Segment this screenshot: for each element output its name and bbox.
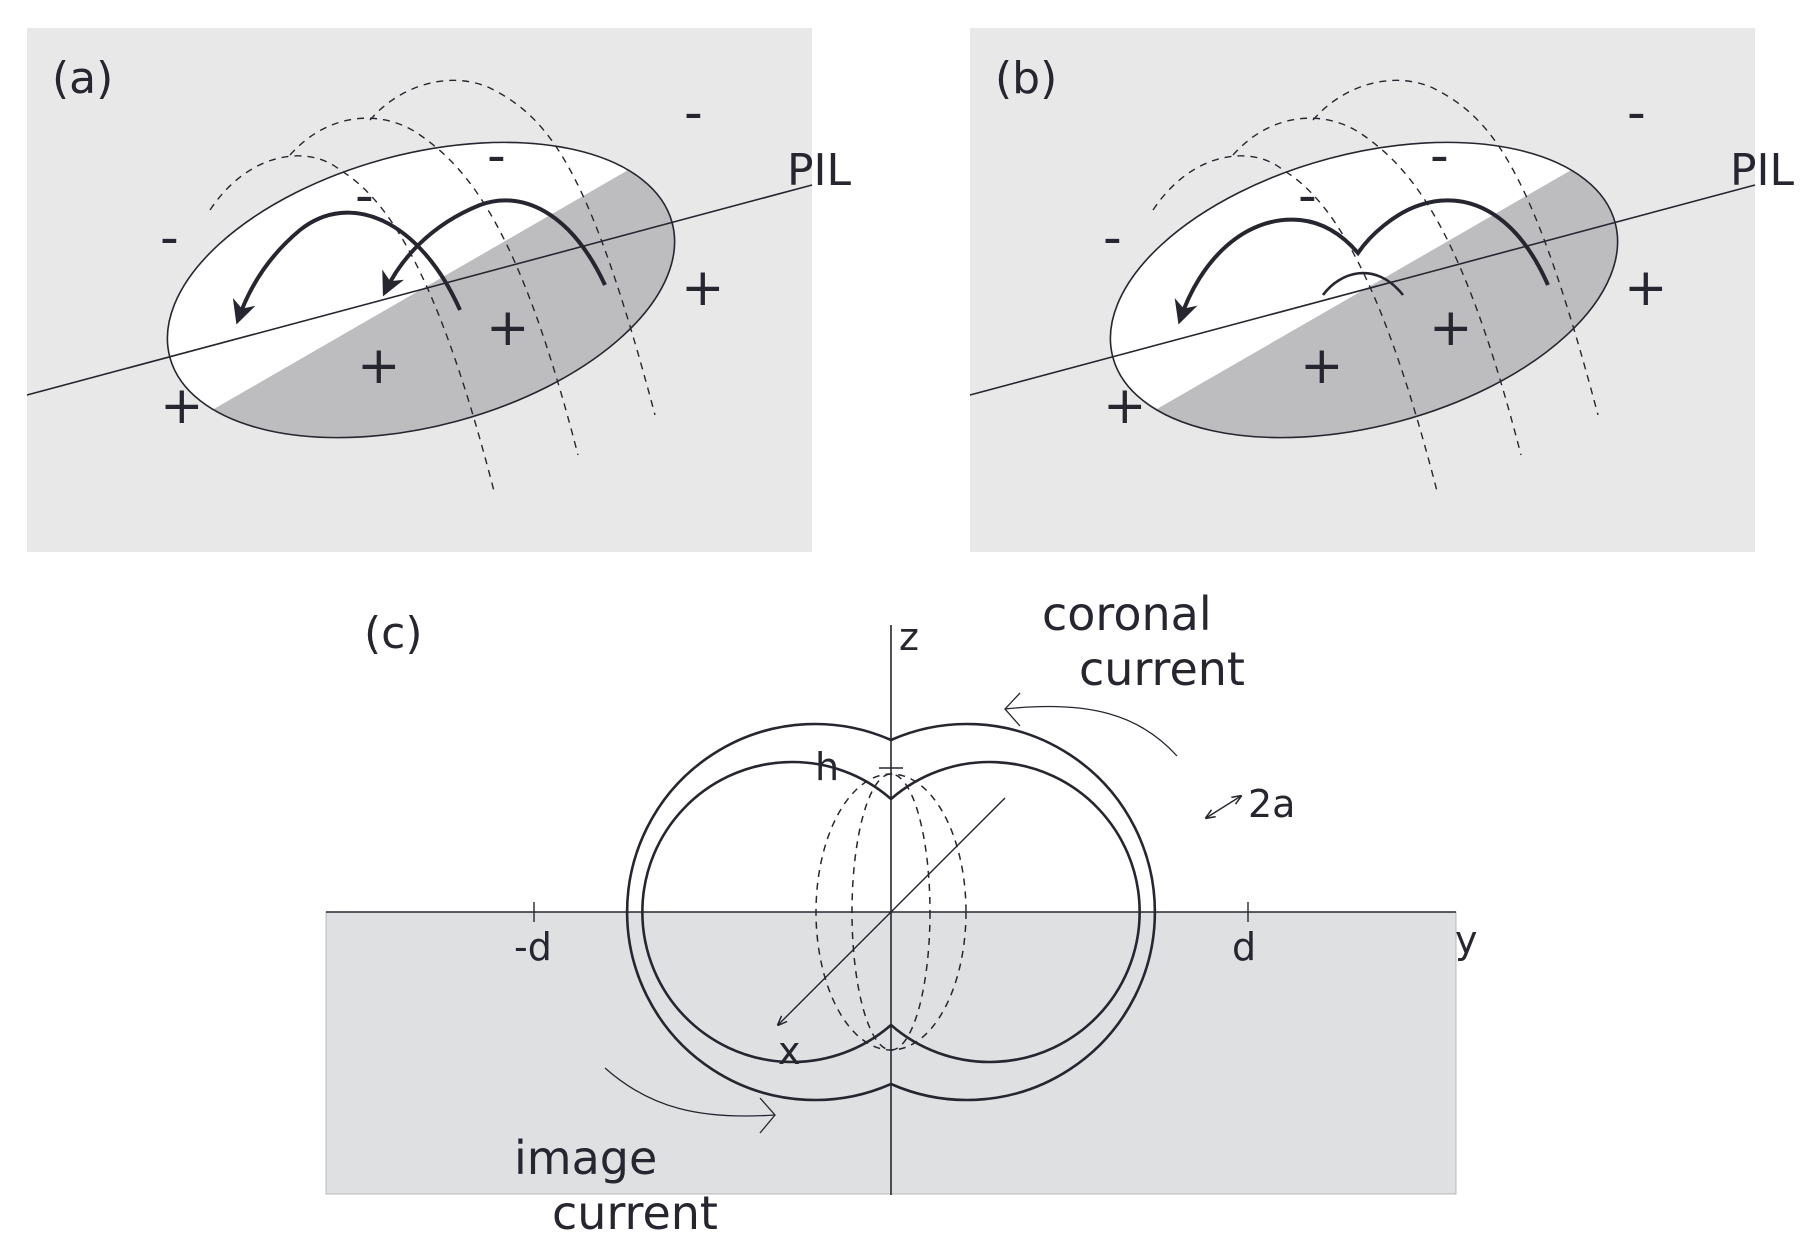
panel-b-minus-sign: - xyxy=(1430,126,1449,186)
panel-c-coronal-current-arrowhead xyxy=(1004,692,1021,727)
panel-a-minus-sign: - xyxy=(160,208,179,268)
panel-c-x-label: x xyxy=(778,1029,801,1073)
panel-c-coronal-current-arrow xyxy=(1004,705,1178,757)
panel-c-image-current-arrow xyxy=(604,1067,776,1117)
panel-a-pil-line xyxy=(26,184,813,396)
panel-a-minus-sign: - xyxy=(355,166,374,226)
panel-c-d-label: d xyxy=(1232,925,1256,969)
panel-b-dashed-fieldline xyxy=(1312,79,1599,416)
panel-b-dashed-fieldline xyxy=(1152,155,1439,496)
panel-b-pil-label: PIL xyxy=(1730,145,1795,196)
panel-a-plus-sign: + xyxy=(486,298,530,358)
panel-c-2a-label: 2a xyxy=(1248,782,1295,826)
panel-b: (b) PIL - - - - + + + + xyxy=(969,28,1795,552)
panel-a-plus-sign: + xyxy=(160,376,204,436)
panel-b-pil-line xyxy=(969,184,1756,396)
panel-a-plus-sign: + xyxy=(681,258,725,318)
panel-b-label: (b) xyxy=(995,53,1057,104)
panel-c-z-label: z xyxy=(899,615,919,659)
panel-c-image-current-arrowhead xyxy=(759,1097,776,1134)
panel-a-minus-sign: - xyxy=(684,83,703,143)
panel-c-label: (c) xyxy=(364,608,423,659)
panel-c-x-axis xyxy=(778,797,1006,1025)
panel-b-plus-sign: + xyxy=(1300,336,1344,396)
panel-b-fluxrope-arrow xyxy=(1174,198,1550,325)
panel-a-arcade-arrow xyxy=(382,198,607,297)
panel-c-h-label: h xyxy=(815,745,839,789)
panel-c-image-current-label: current xyxy=(552,1186,718,1240)
panel-a-label: (a) xyxy=(52,53,113,104)
panel-a-dashed-fieldline xyxy=(209,155,496,496)
panel-c-inner-torus xyxy=(641,760,1141,1064)
panel-a-arcade-arrow xyxy=(232,210,462,325)
panel-a-plus-sign: + xyxy=(357,336,401,396)
panel-c-2a-arrow xyxy=(1206,796,1241,818)
panel-c-coronal-current-label: current xyxy=(1079,642,1245,696)
panel-c: (c) z y x h 2a -d d coronal current imag… xyxy=(325,587,1478,1240)
panel-a-pil-label: PIL xyxy=(787,145,852,196)
panel-c-minus-d-label: -d xyxy=(514,925,552,969)
panel-a-dashed-fieldline xyxy=(369,79,656,416)
panel-b-small-loop xyxy=(1321,271,1405,296)
panel-c-y-label: y xyxy=(1455,918,1478,962)
panel-a-minus-sign: - xyxy=(487,126,506,186)
panel-b-plus-sign: + xyxy=(1429,298,1473,358)
panel-c-outer-torus xyxy=(625,722,1157,1102)
panel-b-plus-sign: + xyxy=(1103,376,1147,436)
panel-c-coronal-current-label: coronal xyxy=(1042,587,1212,641)
panel-b-minus-sign: - xyxy=(1298,166,1317,226)
panel-b-plus-sign: + xyxy=(1624,258,1668,318)
panel-b-minus-sign: - xyxy=(1103,208,1122,268)
panel-c-image-current-label: image xyxy=(514,1131,657,1185)
panel-a: (a) PIL - - - - + + + + xyxy=(26,28,852,552)
panel-b-minus-sign: - xyxy=(1627,83,1646,143)
